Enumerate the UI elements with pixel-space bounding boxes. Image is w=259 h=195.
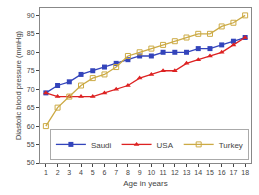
svg-text:Turkey: Turkey [219, 141, 243, 150]
svg-text:1: 1 [44, 169, 48, 176]
svg-text:15: 15 [206, 169, 214, 176]
svg-text:Age in years: Age in years [123, 179, 167, 188]
svg-text:14: 14 [194, 169, 202, 176]
svg-text:85: 85 [27, 30, 35, 37]
svg-text:4: 4 [79, 169, 83, 176]
svg-text:2: 2 [56, 169, 60, 176]
svg-text:10: 10 [147, 169, 155, 176]
svg-text:55: 55 [27, 141, 35, 148]
svg-text:13: 13 [183, 169, 191, 176]
svg-text:USA: USA [157, 141, 174, 150]
svg-text:16: 16 [218, 169, 226, 176]
svg-text:60: 60 [27, 123, 35, 130]
svg-text:3: 3 [67, 169, 71, 176]
svg-text:18: 18 [241, 169, 249, 176]
svg-text:9: 9 [138, 169, 142, 176]
svg-text:6: 6 [103, 169, 107, 176]
svg-text:70: 70 [27, 86, 35, 93]
svg-text:75: 75 [27, 67, 35, 74]
svg-text:5: 5 [91, 169, 95, 176]
svg-text:12: 12 [171, 169, 179, 176]
svg-text:90: 90 [27, 12, 35, 19]
svg-text:7: 7 [114, 169, 118, 176]
svg-text:8: 8 [126, 169, 130, 176]
svg-text:Diastolic blood pressure (mmHg: Diastolic blood pressure (mmHg) [14, 30, 23, 140]
svg-text:50: 50 [27, 159, 35, 166]
svg-text:80: 80 [27, 49, 35, 56]
svg-text:17: 17 [230, 169, 238, 176]
svg-text:65: 65 [27, 104, 35, 111]
svg-text:Saudi: Saudi [91, 141, 112, 150]
svg-text:11: 11 [159, 169, 166, 176]
